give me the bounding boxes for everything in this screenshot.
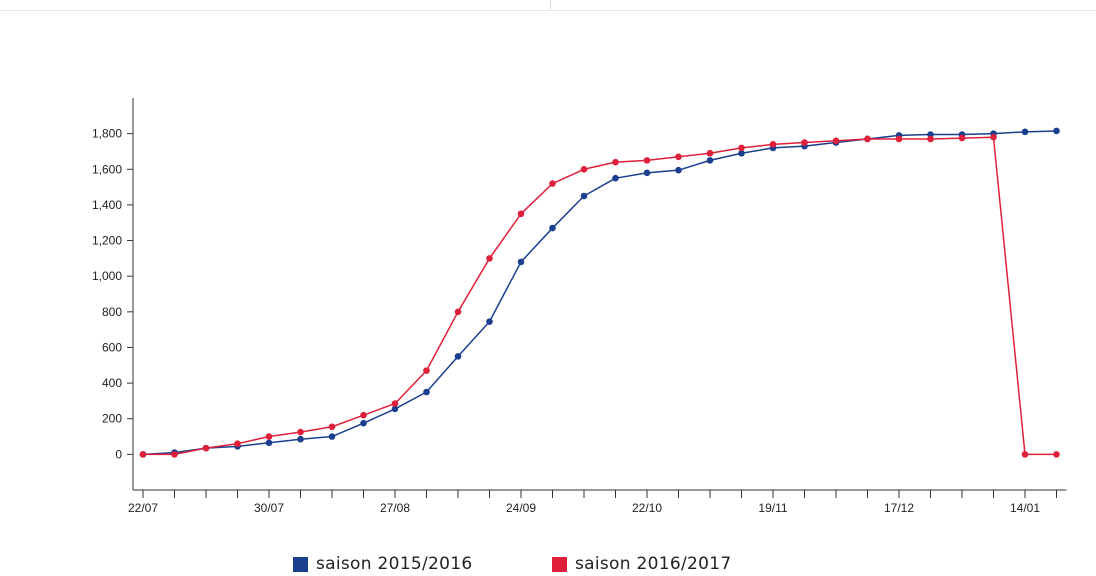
data-point[interactable] bbox=[580, 192, 588, 200]
series-line bbox=[143, 136, 1057, 456]
data-point[interactable] bbox=[549, 180, 556, 187]
data-point[interactable] bbox=[738, 144, 745, 152]
data-point[interactable] bbox=[580, 165, 588, 173]
data-point[interactable] bbox=[832, 137, 840, 145]
data-point[interactable] bbox=[706, 149, 714, 157]
data-point[interactable] bbox=[328, 423, 336, 431]
y-tick-label: 200 bbox=[102, 412, 122, 426]
chart-series bbox=[139, 127, 1060, 458]
data-point[interactable] bbox=[801, 139, 808, 146]
series-line bbox=[142, 130, 1057, 456]
data-point[interactable] bbox=[643, 157, 651, 164]
chart-legend: saison 2015/2016 saison 2016/2017 bbox=[0, 552, 1096, 576]
y-tick-label: 0 bbox=[115, 447, 122, 461]
data-point[interactable] bbox=[612, 174, 619, 182]
data-point[interactable] bbox=[927, 135, 934, 143]
data-point[interactable] bbox=[643, 169, 651, 177]
data-point[interactable] bbox=[454, 308, 462, 316]
x-tick-label: 19/11 bbox=[758, 501, 787, 515]
x-tick-label: 27/08 bbox=[380, 501, 410, 515]
top-border bbox=[0, 0, 1096, 11]
y-tick-label: 1,800 bbox=[92, 127, 122, 141]
data-point[interactable] bbox=[297, 435, 304, 443]
data-point[interactable] bbox=[171, 451, 178, 458]
data-point[interactable] bbox=[517, 258, 525, 266]
data-point[interactable] bbox=[517, 210, 525, 218]
data-point[interactable] bbox=[706, 157, 714, 164]
data-point[interactable] bbox=[1021, 451, 1029, 458]
data-point[interactable] bbox=[958, 134, 966, 142]
y-tick-label: 800 bbox=[102, 305, 122, 319]
legend-label-2015-2016: saison 2015/2016 bbox=[316, 554, 473, 574]
data-point[interactable] bbox=[202, 444, 210, 452]
data-point[interactable] bbox=[360, 419, 367, 427]
legend-item-2015-2016[interactable]: saison 2015/2016 bbox=[293, 554, 473, 574]
y-tick-label: 1,600 bbox=[92, 162, 122, 176]
data-point[interactable] bbox=[1053, 127, 1060, 135]
data-point[interactable] bbox=[265, 433, 273, 440]
data-point[interactable] bbox=[895, 135, 903, 143]
legend-label-2016-2017: saison 2016/2017 bbox=[575, 554, 732, 574]
data-point[interactable] bbox=[738, 149, 745, 157]
y-tick-label: 400 bbox=[102, 376, 122, 390]
data-point[interactable] bbox=[990, 133, 997, 141]
data-point[interactable] bbox=[675, 153, 682, 161]
data-point[interactable] bbox=[1021, 128, 1029, 136]
line-chart: 0 200 400 600 800 1,000 1,200 1,400 1,600 1,800 22… bbox=[92, 98, 1067, 515]
legend-swatch-2015-2016 bbox=[293, 556, 308, 572]
x-tick-label: 22/10 bbox=[632, 501, 662, 515]
x-tick-label: 17/12 bbox=[884, 501, 914, 515]
chart-axes: 0 200 400 600 800 1,000 1,200 1,400 1,600 1,800 22… bbox=[92, 98, 1067, 515]
x-tick-label: 24/09 bbox=[506, 501, 536, 515]
y-tick-label: 1,000 bbox=[92, 269, 122, 283]
data-point[interactable] bbox=[864, 135, 871, 143]
data-point[interactable] bbox=[139, 451, 147, 458]
data-point[interactable] bbox=[391, 400, 399, 407]
data-point[interactable] bbox=[486, 255, 493, 262]
data-point[interactable] bbox=[328, 433, 336, 440]
y-tick-label: 1,400 bbox=[92, 198, 122, 212]
data-point[interactable] bbox=[234, 440, 241, 447]
data-point[interactable] bbox=[265, 439, 273, 447]
data-point[interactable] bbox=[391, 405, 399, 413]
data-point[interactable] bbox=[454, 353, 462, 360]
y-tick-label: 1,200 bbox=[92, 234, 122, 248]
data-point[interactable] bbox=[297, 428, 304, 436]
x-tick-label: 14/01 bbox=[1010, 501, 1040, 515]
data-point[interactable] bbox=[423, 367, 430, 374]
top-divider bbox=[550, 0, 551, 9]
data-point[interactable] bbox=[675, 166, 682, 174]
y-tick-label: 600 bbox=[102, 340, 122, 354]
data-point[interactable] bbox=[549, 224, 556, 232]
data-point[interactable] bbox=[769, 141, 777, 148]
x-tick-label: 30/07 bbox=[254, 501, 284, 515]
series-0 bbox=[139, 127, 1060, 458]
legend-item-2016-2017[interactable]: saison 2016/2017 bbox=[552, 554, 732, 574]
data-point[interactable] bbox=[360, 411, 367, 419]
data-point[interactable] bbox=[612, 158, 619, 166]
legend-swatch-2016-2017 bbox=[552, 556, 567, 572]
data-point[interactable] bbox=[1053, 451, 1060, 458]
data-point[interactable] bbox=[423, 388, 430, 396]
x-tick-label: 22/07 bbox=[128, 501, 158, 515]
data-point[interactable] bbox=[486, 318, 493, 325]
series-1 bbox=[139, 133, 1060, 458]
